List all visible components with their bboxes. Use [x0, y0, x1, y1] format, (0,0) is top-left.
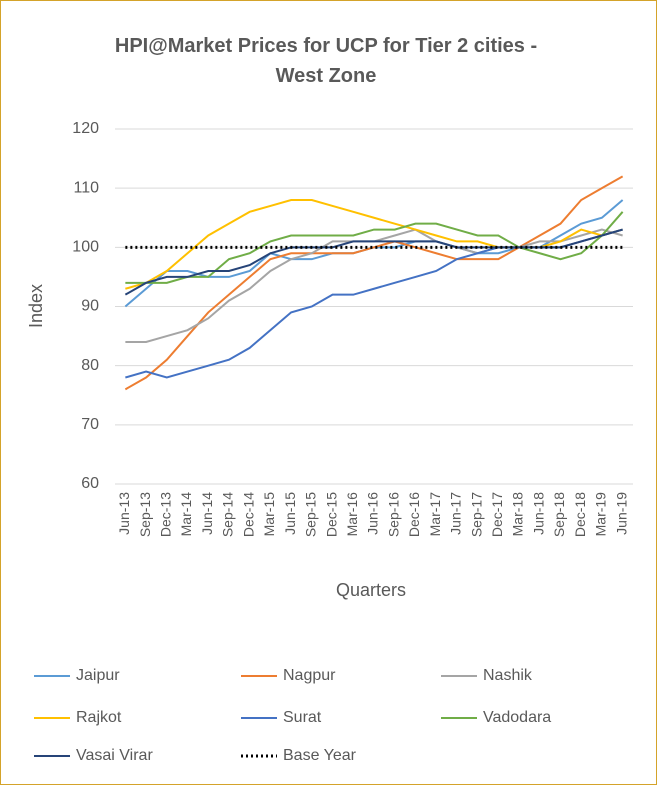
x-tick-label: Jun-13	[116, 492, 132, 535]
series-line	[124, 228, 623, 296]
legend-label: Jaipur	[76, 667, 120, 684]
x-axis-title: Quarters	[336, 580, 406, 600]
x-tick-label: Sep-17	[468, 492, 484, 537]
x-tick-label: Mar-14	[178, 492, 194, 537]
legend-label: Vasai Virar	[76, 747, 153, 764]
y-tick-label: 110	[73, 179, 99, 196]
x-tick-label: Mar-16	[344, 492, 360, 537]
series-line	[124, 199, 624, 308]
y-tick-label: 80	[81, 357, 99, 374]
series-line	[125, 211, 624, 284]
y-tick-label: 120	[72, 120, 99, 137]
legend-label: Nagpur	[283, 667, 336, 684]
x-tick-label: Jun-17	[448, 492, 464, 535]
x-tick-label: Sep-16	[385, 492, 401, 537]
x-tick-label: Mar-15	[261, 492, 277, 537]
legend-label: Base Year	[283, 747, 357, 764]
x-tick-label: Sep-15	[303, 492, 319, 537]
x-tick-label: Sep-13	[137, 492, 153, 537]
x-tick-label: Dec-14	[240, 492, 256, 537]
series-line	[124, 175, 624, 391]
legend-label: Nashik	[483, 667, 533, 684]
x-tick-label: Dec-16	[406, 492, 422, 537]
x-tick-label: Sep-14	[220, 492, 236, 537]
x-tick-label: Mar-17	[427, 492, 443, 537]
y-axis-title: Index	[26, 284, 46, 328]
legend-label: Rajkot	[76, 709, 122, 726]
x-tick-label: Dec-18	[572, 492, 588, 537]
x-tick-label: Jun-18	[530, 492, 546, 535]
y-tick-label: 90	[81, 298, 99, 315]
y-tick-label: 70	[81, 416, 99, 433]
legend-label: Vadodara	[483, 709, 551, 726]
x-tick-label: Dec-13	[158, 492, 174, 537]
legend-label: Surat	[283, 709, 322, 726]
series-line	[125, 228, 623, 379]
chart-title: HPI@Market Prices for UCP for Tier 2 cit…	[114, 35, 538, 87]
x-tick-label: Jun-16	[365, 492, 381, 535]
y-tick-label: 100	[72, 239, 99, 256]
x-tick-label: Mar-18	[510, 492, 526, 537]
x-tick-label: Sep-18	[551, 492, 567, 537]
x-tick-label: Jun-19	[613, 492, 629, 535]
x-tick-label: Dec-17	[489, 492, 505, 537]
y-tick-label: 60	[81, 475, 99, 492]
x-tick-label: Mar-19	[593, 492, 609, 537]
x-tick-label: Dec-15	[323, 492, 339, 537]
x-tick-label: Jun-15	[282, 492, 298, 535]
x-tick-label: Jun-14	[199, 492, 215, 535]
